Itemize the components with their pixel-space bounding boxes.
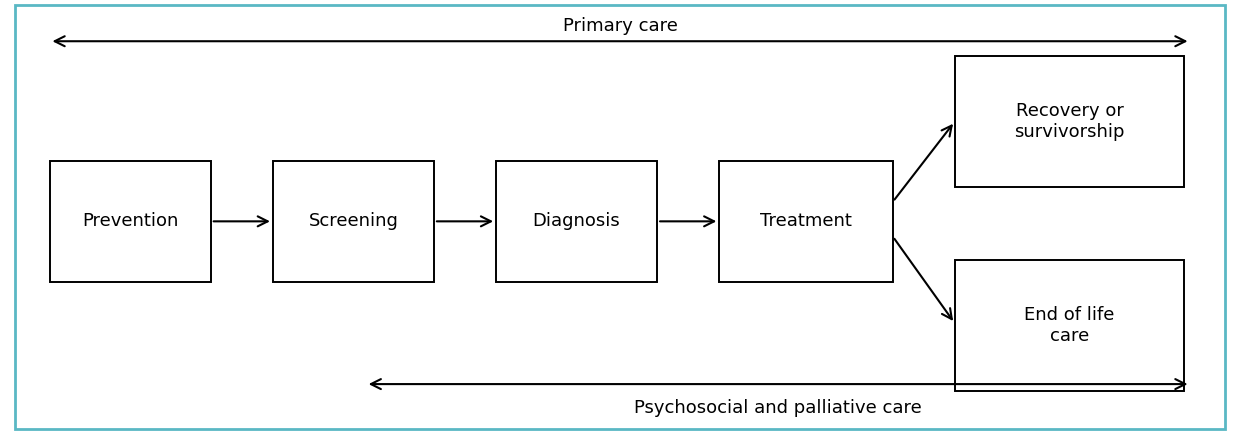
Text: End of life
care: End of life care bbox=[1024, 306, 1115, 345]
FancyBboxPatch shape bbox=[719, 161, 893, 282]
Text: Primary care: Primary care bbox=[563, 17, 677, 35]
FancyBboxPatch shape bbox=[50, 161, 211, 282]
FancyBboxPatch shape bbox=[955, 56, 1184, 187]
Text: Treatment: Treatment bbox=[760, 212, 852, 230]
FancyBboxPatch shape bbox=[496, 161, 657, 282]
Text: Recovery or
survivorship: Recovery or survivorship bbox=[1014, 102, 1125, 141]
Text: Screening: Screening bbox=[309, 212, 398, 230]
FancyBboxPatch shape bbox=[955, 260, 1184, 391]
Text: Psychosocial and palliative care: Psychosocial and palliative care bbox=[634, 399, 923, 417]
FancyBboxPatch shape bbox=[273, 161, 434, 282]
Text: Prevention: Prevention bbox=[82, 212, 179, 230]
Text: Diagnosis: Diagnosis bbox=[533, 212, 620, 230]
